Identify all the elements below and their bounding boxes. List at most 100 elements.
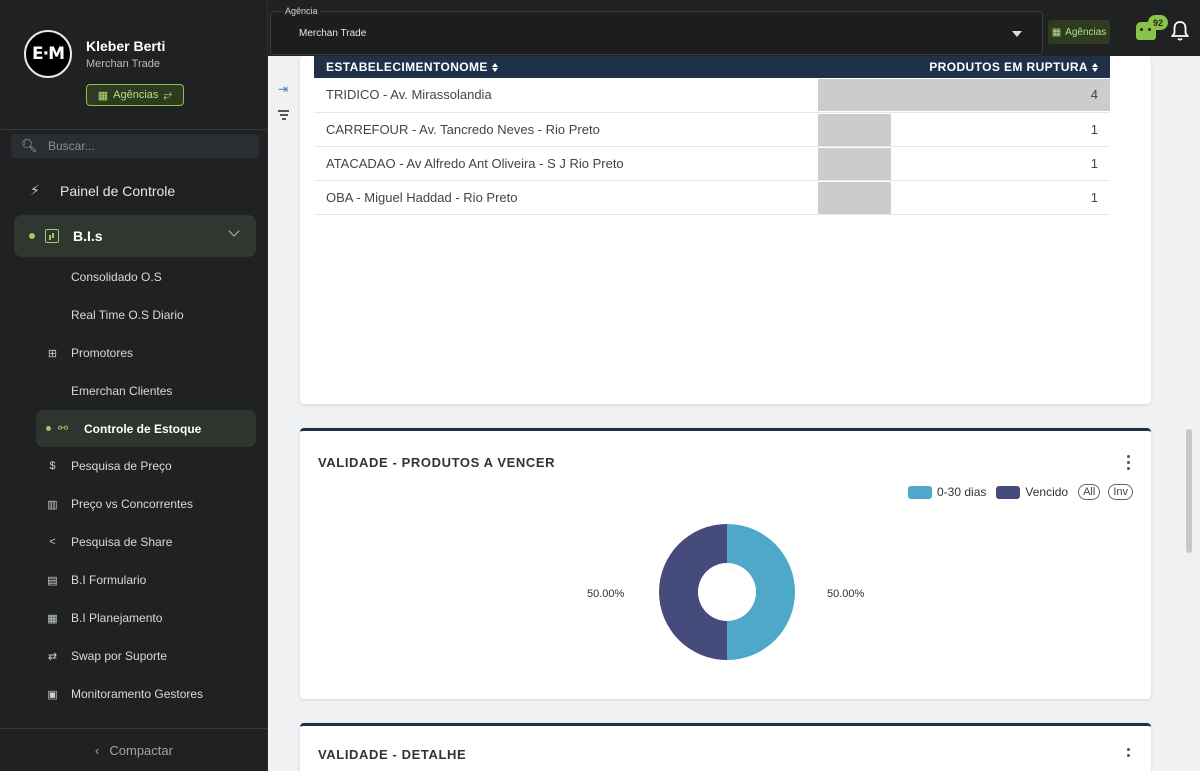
legend-item-vencido[interactable]: Vencido <box>996 485 1068 499</box>
donut-slice-1[interactable] <box>659 524 727 660</box>
sort-icon[interactable] <box>491 63 498 73</box>
compactar-label: Compactar <box>109 742 173 758</box>
dollar-icon: $ <box>49 460 56 472</box>
qr-icon: ⊞ <box>47 347 58 360</box>
agencia-select[interactable]: Agência Merchan Trade <box>270 6 1043 55</box>
compactar-button[interactable]: ‹ Compactar <box>0 728 268 771</box>
nav-painel-de-controle[interactable]: ⚡︎ Painel de Controle <box>30 182 175 199</box>
nav-group-bis[interactable]: B.I.s <box>14 215 256 257</box>
form-icon: ▤ <box>47 574 58 587</box>
agencias-switch-button[interactable]: ▦ Agências ⥂ <box>86 84 184 106</box>
cell-estabelecimento: CARREFOUR - Av. Tancredo Neves - Rio Pre… <box>314 112 816 147</box>
dashboard-icon: ⚡︎ <box>30 182 40 198</box>
side-rail: ⇥ <box>268 56 298 771</box>
sidebar-item-label: Consolidado O.S <box>71 270 162 284</box>
sidebar-item-consolidado-os[interactable]: Consolidado O.S <box>46 267 162 287</box>
sidebar-item-promotores[interactable]: ⊞ Promotores <box>46 343 133 363</box>
sidebar-item-bi-planejamento[interactable]: ▦ B.I Planejamento <box>46 608 162 628</box>
monitor-icon: ▣ <box>47 688 58 701</box>
agencia-select-label: Agência <box>283 6 320 16</box>
column-header-produtos-ruptura[interactable]: PRODUTOS EM RUPTURA <box>816 56 1110 78</box>
ruptura-value: 1 <box>1090 189 1098 205</box>
chart-icon <box>45 229 59 243</box>
chart-legend: 0-30 dias Vencido All Inv <box>908 484 1133 500</box>
agencias-switch-label: Agências <box>113 89 159 101</box>
sidebar-item-monitoramento-gestores[interactable]: ▣ Monitoramento Gestores <box>46 684 203 704</box>
header-agencias-label: Agências <box>1065 26 1107 38</box>
sidebar-item-label: Emerchan Clientes <box>71 384 173 398</box>
ruptura-table: ESTABELECIMENTONOME PRODUTOS EM RUPTURA … <box>314 56 1110 215</box>
sidebar-item-label: Pesquisa de Preço <box>71 459 172 473</box>
legend-label: Vencido <box>1025 485 1069 499</box>
bell-icon[interactable] <box>1171 20 1189 42</box>
filter-icon[interactable] <box>278 110 289 122</box>
sidebar-item-pesquisa-de-preco[interactable]: $ Pesquisa de Preço <box>46 456 172 476</box>
dashboard-grid-icon <box>46 385 59 398</box>
search-icon: 🔍︎ <box>21 138 38 153</box>
building-icon: ▦ <box>97 89 109 102</box>
ruptura-bar <box>818 79 1110 111</box>
legend-swatch <box>908 485 932 499</box>
sidebar-item-label: Real Time O.S Diario <box>71 308 184 322</box>
sidebar-item-emerchan-clientes[interactable]: Emerchan Clientes <box>46 381 172 401</box>
search-bar: 🔍︎ <box>11 134 259 158</box>
sidebar-item-label: B.I Planejamento <box>71 611 163 625</box>
nav-group-label: B.I.s <box>73 228 103 244</box>
table-row[interactable]: ATACADAO - Av Alfredo Ant Oliveira - S J… <box>314 146 1110 181</box>
dashboard-grid-icon <box>46 309 59 322</box>
legend-label: 0-30 dias <box>937 485 987 499</box>
expand-panel-icon[interactable]: ⇥ <box>278 82 289 96</box>
donut-chart <box>659 524 795 660</box>
ruptura-bar <box>818 147 891 180</box>
legend-swatch <box>996 485 1021 499</box>
ruptura-card: ESTABELECIMENTONOME PRODUTOS EM RUPTURA … <box>300 56 1151 404</box>
stock-icon: ⚯ <box>58 421 69 435</box>
sidebar-item-controle-de-estoque[interactable]: ⚯ Controle de Estoque <box>36 410 256 447</box>
barcode-icon: ▥ <box>47 498 58 511</box>
search-input[interactable] <box>48 139 238 153</box>
sidebar-item-label: Pesquisa de Share <box>71 535 173 549</box>
validade-detalhe-card: VALIDADE - DETALHE <box>300 723 1151 771</box>
dropdown-arrow-icon <box>1012 31 1022 37</box>
legend-invert-button[interactable]: Inv <box>1108 484 1133 500</box>
table-row[interactable]: TRIDICO - Av. Mirassolandia 4 <box>314 78 1110 113</box>
ruptura-bar <box>818 181 891 214</box>
sidebar-item-real-time-os[interactable]: Real Time O.S Diario <box>46 305 184 325</box>
ruptura-value: 4 <box>1090 87 1098 103</box>
sidebar-item-swap-por-suporte[interactable]: ⇄ Swap por Suporte <box>46 646 167 666</box>
active-dot <box>29 233 35 239</box>
sidebar-item-label: Swap por Suporte <box>71 649 168 663</box>
donut-slice-0[interactable] <box>727 524 795 660</box>
table-header-row: ESTABELECIMENTONOME PRODUTOS EM RUPTURA <box>314 56 1110 78</box>
legend-item-0-30-dias[interactable]: 0-30 dias <box>908 485 986 499</box>
page-scrollbar[interactable] <box>1186 429 1192 553</box>
validade-card: VALIDADE - PRODUTOS A VENCER 0-30 dias V… <box>300 428 1151 699</box>
chevron-down-icon[interactable] <box>228 225 240 237</box>
more-vert-icon[interactable] <box>1127 455 1131 473</box>
building-icon: ▦ <box>1051 26 1062 38</box>
more-vert-icon[interactable] <box>1127 748 1131 760</box>
cell-produtos-ruptura: 1 <box>816 180 1110 215</box>
share-icon: < <box>49 536 56 548</box>
swap-icon: ⇄ <box>47 650 58 663</box>
sidebar-item-preco-vs-concorrentes[interactable]: ▥ Preço vs Concorrentes <box>46 494 193 514</box>
slice-label-0: 50.00% <box>827 588 865 600</box>
user-org: Merchan Trade <box>86 58 160 70</box>
avatar[interactable]: E·M <box>24 30 72 78</box>
ruptura-value: 1 <box>1090 155 1098 171</box>
table-row[interactable]: OBA - Miguel Haddad - Rio Preto 1 <box>314 180 1110 215</box>
sort-icon[interactable] <box>1092 63 1098 73</box>
swap-icon: ⥂ <box>163 88 173 101</box>
sidebar-item-bi-formulario[interactable]: ▤ B.I Formulario <box>46 570 146 590</box>
sidebar-item-pesquisa-de-share[interactable]: < Pesquisa de Share <box>46 532 172 552</box>
nav-painel-label: Painel de Controle <box>60 182 176 199</box>
legend-all-button[interactable]: All <box>1078 484 1101 500</box>
sidebar-item-label: Monitoramento Gestores <box>71 687 204 701</box>
table-row[interactable]: CARREFOUR - Av. Tancredo Neves - Rio Pre… <box>314 112 1110 147</box>
header-agencias-button[interactable]: ▦ Agências <box>1048 20 1110 44</box>
cell-produtos-ruptura: 1 <box>816 112 1110 147</box>
card-title: VALIDADE - PRODUTOS A VENCER <box>318 455 556 470</box>
column-header-estabelecimento[interactable]: ESTABELECIMENTONOME <box>314 56 816 78</box>
slice-label-1: 50.00% <box>587 588 625 600</box>
calendar-icon: ▦ <box>47 612 58 625</box>
